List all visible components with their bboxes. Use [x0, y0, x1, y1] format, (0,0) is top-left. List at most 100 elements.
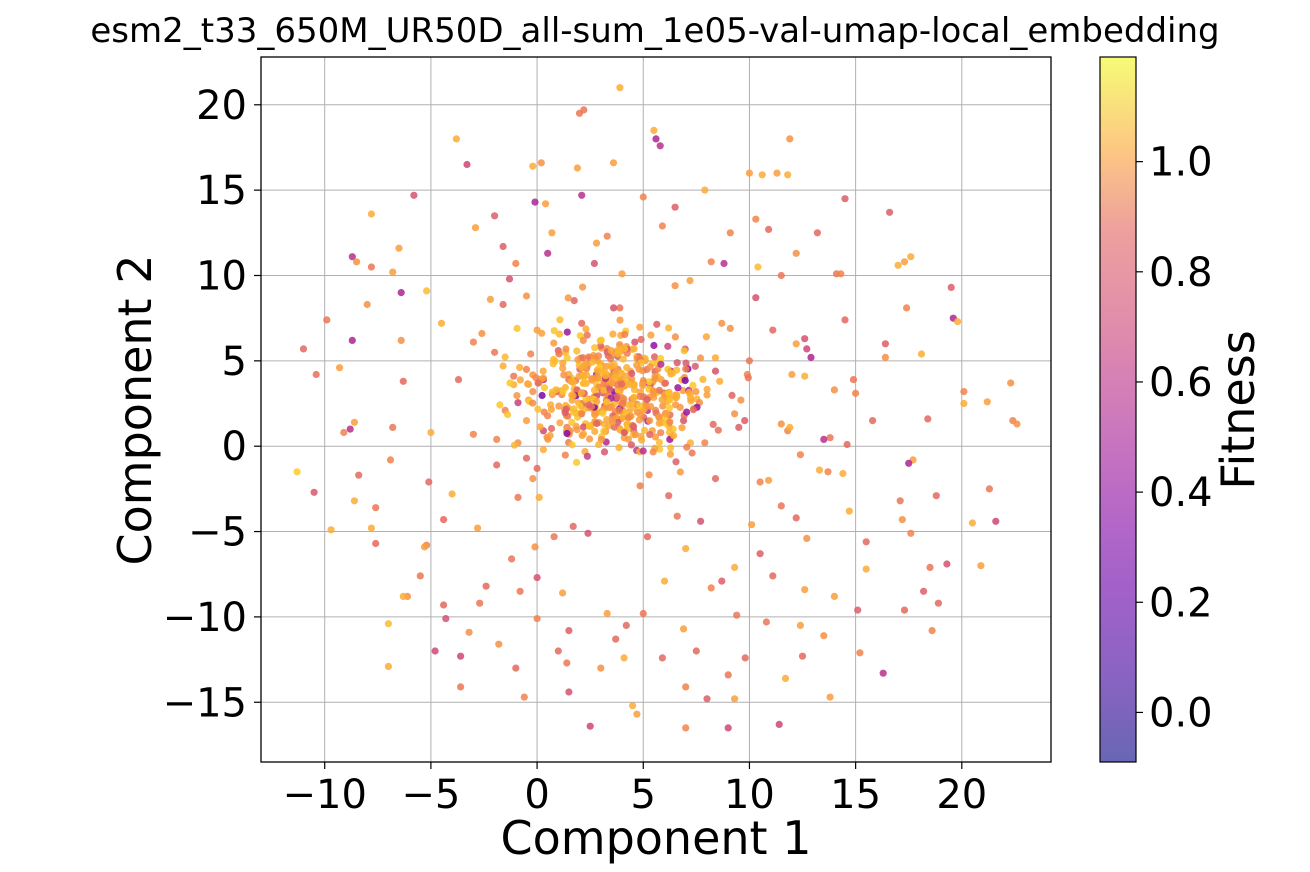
scatter-point [658, 222, 667, 230]
scatter-point [718, 577, 726, 585]
scatter-point [540, 408, 548, 416]
scatter-point [841, 316, 849, 324]
scatter-point [650, 353, 659, 361]
scatter-point [671, 391, 679, 399]
scatter-point [548, 229, 556, 237]
scatter-point [777, 271, 785, 280]
colorbar-label: Fitness [1211, 330, 1265, 489]
scatter-point [641, 426, 649, 434]
scatter-point [469, 430, 477, 438]
scatter-point [920, 587, 928, 595]
scatter-point [363, 300, 371, 309]
scatter-point [773, 169, 781, 177]
scatter-point [397, 289, 405, 297]
scatter-point [578, 191, 586, 199]
x-tick-label: 5 [631, 772, 656, 818]
scatter-point [881, 353, 890, 361]
scatter-point [538, 329, 546, 337]
scatter-point [798, 652, 807, 660]
scatter-point [565, 688, 573, 696]
scatter-point [788, 370, 796, 379]
scatter-point [681, 376, 689, 385]
scatter-point [573, 426, 581, 434]
scatter-point [499, 362, 507, 370]
scatter-point [569, 392, 577, 400]
scatter-point [796, 621, 805, 630]
scatter-point [629, 394, 638, 402]
scatter-point [512, 664, 520, 672]
scatter-point [536, 423, 544, 431]
scatter-point [367, 524, 375, 532]
scatter-point [555, 330, 564, 338]
scatter-point [701, 439, 709, 447]
scatter-point [886, 208, 894, 216]
scatter-point [724, 671, 732, 679]
scatter-point [716, 377, 724, 385]
scatter-point [726, 229, 734, 237]
scatter-point [555, 350, 563, 358]
scatter-point [905, 459, 913, 467]
scatter-point [841, 195, 849, 203]
scatter-point [664, 342, 672, 350]
scatter-point [603, 232, 611, 240]
scatter-point [692, 388, 700, 396]
scatter-point [769, 572, 777, 580]
scatter-point [457, 652, 465, 660]
scatter-point [580, 379, 588, 387]
scatter-point [637, 432, 645, 440]
scatter-point [367, 263, 375, 271]
y-tick-label: 10 [196, 253, 247, 299]
scatter-point [578, 319, 586, 327]
scatter-point [593, 397, 601, 406]
scatter-point [618, 270, 626, 278]
scatter-point [703, 695, 711, 703]
scatter-point [597, 664, 605, 672]
scatter-point [792, 249, 800, 257]
scatter-point [707, 258, 715, 266]
scatter-point [635, 416, 643, 424]
scatter-point [801, 335, 809, 343]
scatter-point [646, 431, 654, 439]
scatter-point [676, 468, 685, 476]
scatter-point [535, 493, 543, 501]
scatter-point [550, 327, 558, 335]
scatter-point [733, 611, 741, 619]
scatter-point [544, 249, 552, 257]
scatter-point [595, 441, 603, 449]
colorbar-tick-label: 0.8 [1149, 250, 1213, 296]
scatter-point [907, 529, 915, 537]
scatter-point [539, 367, 547, 375]
y-tick-label: 5 [222, 339, 247, 385]
scatter-point [900, 258, 909, 266]
scatter-point [801, 586, 809, 594]
scatter-point [620, 654, 628, 662]
scatter-point [960, 388, 968, 396]
scatter-point [516, 587, 524, 595]
scatter-point [707, 584, 715, 592]
scatter-point [756, 550, 764, 558]
scatter-point [340, 428, 348, 437]
x-axis-label: Component 1 [501, 811, 812, 865]
scatter-point [505, 275, 514, 283]
scatter-point [491, 348, 499, 356]
scatter-point [457, 683, 465, 691]
scatter-point [854, 606, 862, 614]
scatter-point [671, 333, 680, 341]
scatter-point [633, 361, 641, 369]
scatter-point [312, 370, 320, 379]
scatter-point [852, 389, 860, 397]
scatter-point [395, 244, 403, 252]
scatter-point [442, 615, 450, 623]
scatter-point [741, 417, 749, 425]
scatter-point [661, 379, 670, 387]
scatter-point [584, 529, 592, 537]
scatter-point [508, 555, 516, 563]
scatter-point [639, 382, 647, 390]
scatter-point [616, 84, 624, 92]
scatter-point [627, 441, 636, 449]
scatter-point [452, 135, 460, 143]
scatter-point [731, 410, 739, 418]
y-tick-label: 0 [222, 424, 247, 470]
x-axis-ticks: −10 −5 0 5 10 15 20 [282, 762, 987, 818]
scatter-point [482, 582, 490, 590]
